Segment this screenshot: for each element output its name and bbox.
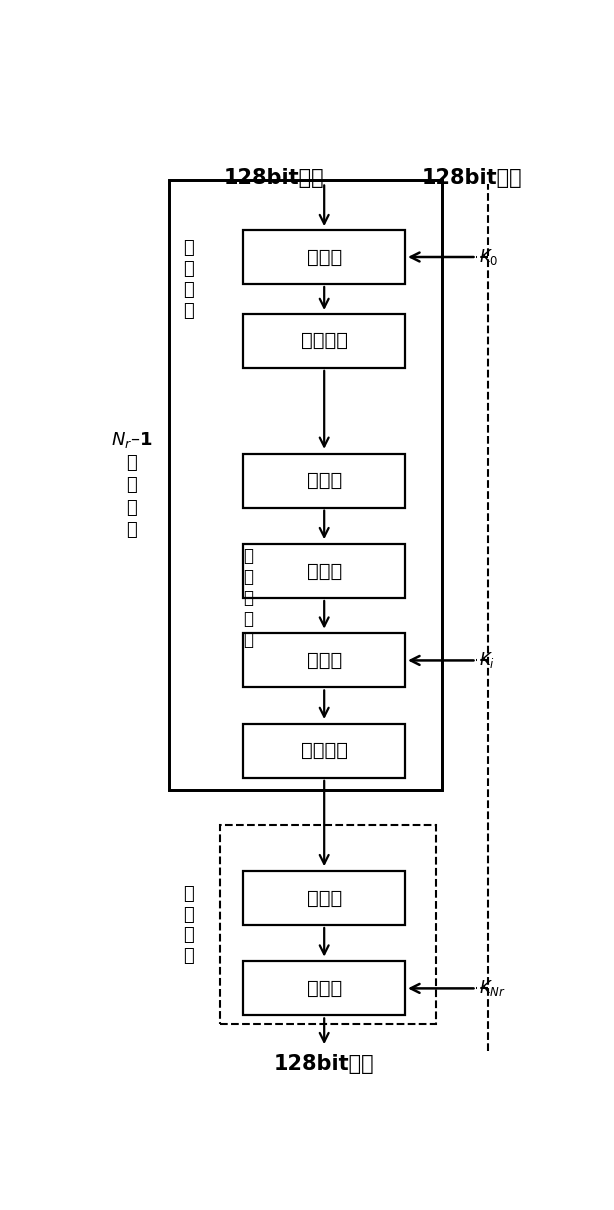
Text: 密钥加: 密钥加 bbox=[306, 979, 342, 998]
Bar bbox=[243, 724, 405, 778]
Text: 128bit明文: 128bit明文 bbox=[224, 168, 325, 188]
Text: 行移位: 行移位 bbox=[306, 888, 342, 908]
Bar bbox=[243, 871, 405, 924]
Text: 密钥加: 密钥加 bbox=[306, 248, 342, 266]
Text: $K_i$: $K_i$ bbox=[479, 651, 495, 670]
Bar bbox=[243, 230, 405, 284]
Text: $K_0$: $K_0$ bbox=[479, 247, 499, 267]
Text: 普
通
轮
变
换: 普 通 轮 变 换 bbox=[243, 547, 253, 649]
Bar bbox=[220, 184, 436, 374]
Text: 字节替换: 字节替换 bbox=[301, 332, 348, 351]
Text: $N_r$–1
次
轮
变
换: $N_r$–1 次 轮 变 换 bbox=[111, 430, 152, 538]
Bar bbox=[243, 962, 405, 1015]
Text: 128bit密文: 128bit密文 bbox=[274, 1054, 375, 1073]
Text: 首
轮
变
换: 首 轮 变 换 bbox=[183, 240, 194, 319]
Bar bbox=[243, 454, 405, 508]
Bar bbox=[243, 544, 405, 598]
Bar bbox=[243, 313, 405, 368]
Bar bbox=[220, 825, 436, 1024]
Text: 末
轮
变
换: 末 轮 变 换 bbox=[183, 885, 194, 966]
Text: 字节替换: 字节替换 bbox=[301, 742, 348, 760]
Bar bbox=[169, 179, 442, 790]
Text: 128bit密钥: 128bit密钥 bbox=[421, 168, 522, 188]
Text: 行移位: 行移位 bbox=[306, 471, 342, 490]
Text: 密钥加: 密钥加 bbox=[306, 651, 342, 670]
Text: 列混合: 列混合 bbox=[306, 561, 342, 581]
Bar bbox=[243, 633, 405, 687]
Bar bbox=[169, 179, 442, 790]
Bar bbox=[222, 415, 436, 780]
Text: $K_{Nr}$: $K_{Nr}$ bbox=[479, 979, 506, 998]
